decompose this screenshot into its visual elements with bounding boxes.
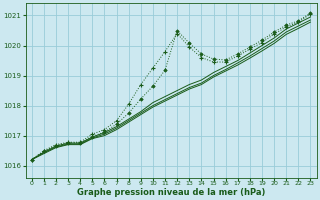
X-axis label: Graphe pression niveau de la mer (hPa): Graphe pression niveau de la mer (hPa)	[77, 188, 265, 197]
